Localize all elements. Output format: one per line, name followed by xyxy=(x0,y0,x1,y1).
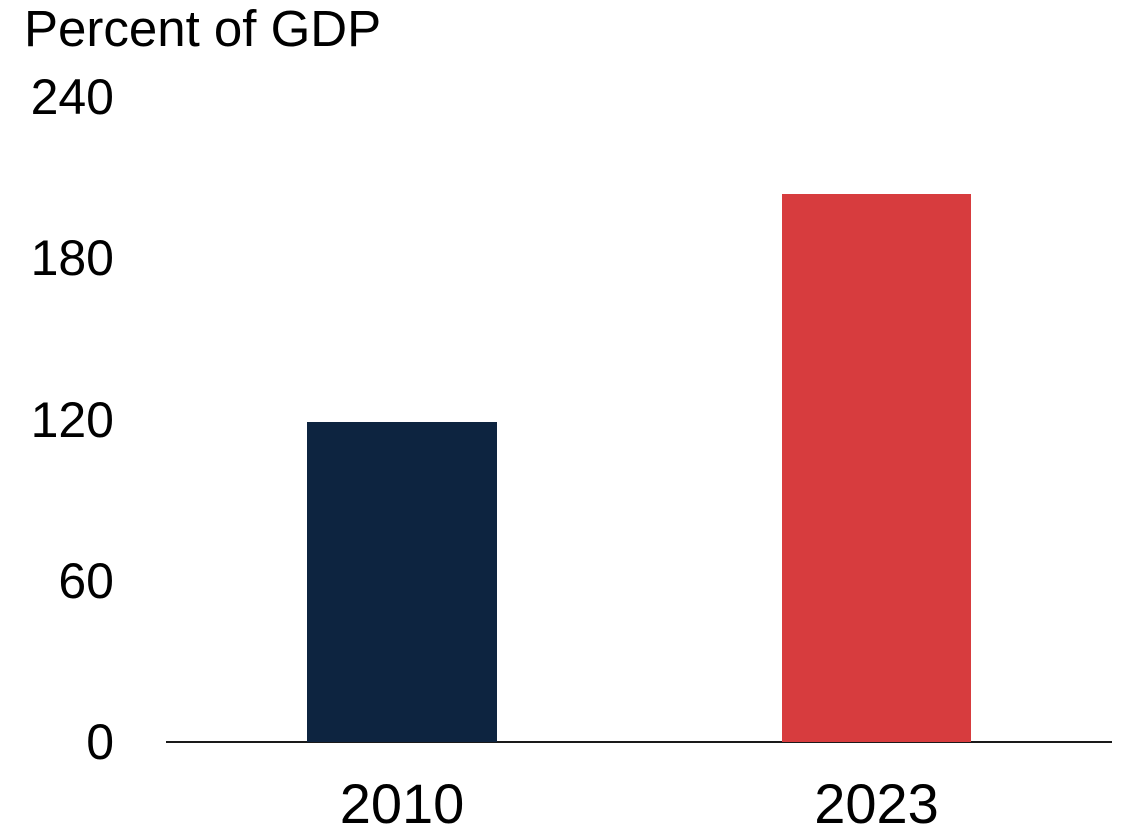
chart-title: Percent of GDP xyxy=(24,0,382,57)
y-tick-label-180: 180 xyxy=(30,230,114,287)
bar-2010 xyxy=(307,422,497,742)
bar-2023 xyxy=(782,193,971,742)
x-axis-line xyxy=(166,741,1112,743)
y-tick-label-240: 240 xyxy=(30,69,114,125)
x-tick-label-2010: 2010 xyxy=(339,772,465,835)
y-tick-label-0: 0 xyxy=(86,714,114,770)
y-tick-label-120: 120 xyxy=(30,391,114,448)
x-tick-label-2023: 2023 xyxy=(814,772,939,835)
y-tick-label-60: 60 xyxy=(58,552,114,609)
